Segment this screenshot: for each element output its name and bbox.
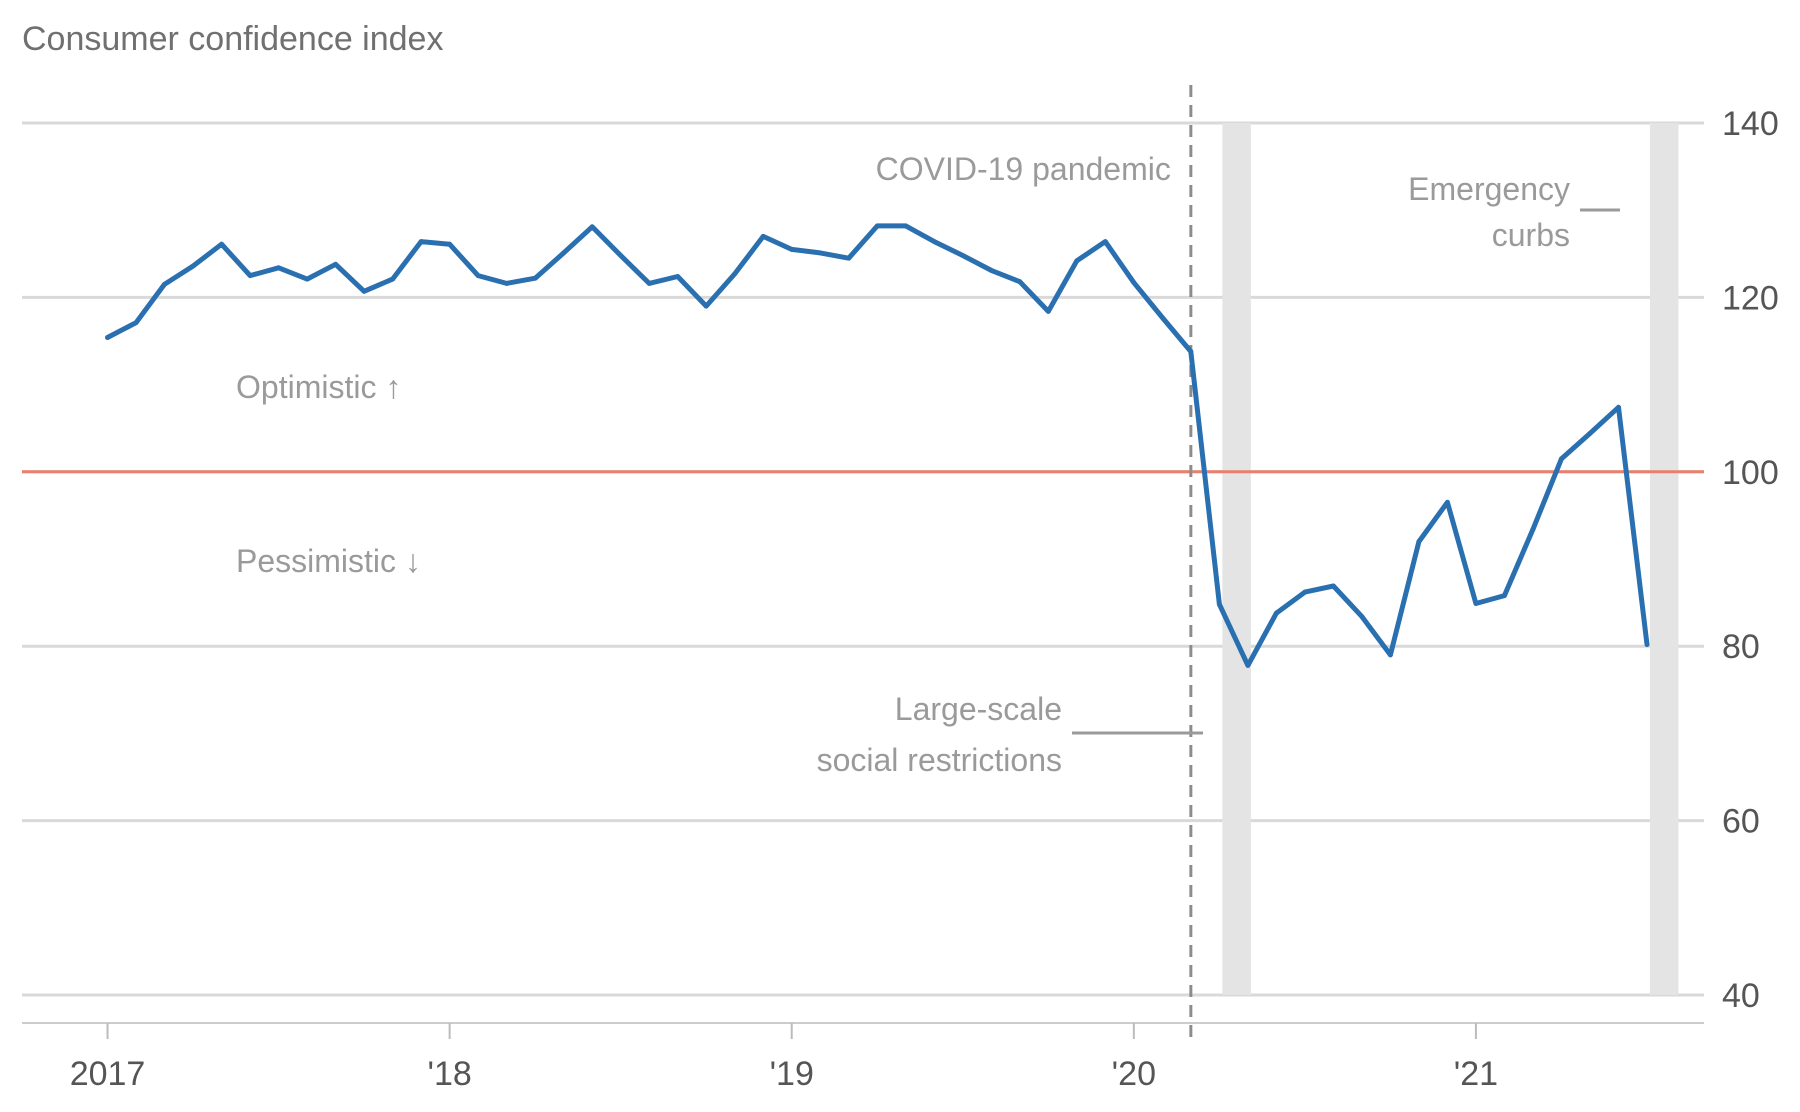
data-point — [703, 303, 709, 309]
data-point — [133, 320, 139, 326]
optimistic-label: Optimistic ↑ — [236, 369, 401, 405]
data-point — [789, 247, 795, 252]
data-point — [447, 241, 453, 247]
data-point — [1273, 610, 1279, 616]
data-point — [1587, 431, 1593, 436]
y-tick-label-60: 60 — [1722, 803, 1760, 841]
data-point — [1074, 258, 1080, 264]
data-point — [988, 267, 994, 273]
data-point — [1530, 526, 1536, 532]
data-point — [1388, 652, 1393, 658]
annotations: Optimistic ↑ Pessimistic ↓ Large-scale s… — [236, 171, 1620, 778]
data-point — [931, 239, 937, 244]
data-point — [1616, 404, 1621, 410]
data-point — [1131, 280, 1137, 285]
data-point — [846, 255, 852, 261]
data-point — [1359, 614, 1365, 619]
data-point — [960, 253, 966, 258]
data-point — [1045, 308, 1051, 314]
data-point — [390, 276, 396, 282]
data-point — [561, 250, 567, 256]
data-point — [1559, 456, 1564, 462]
data-point — [418, 239, 424, 244]
data-point — [646, 281, 652, 286]
data-point — [589, 224, 595, 230]
series-layer — [105, 223, 1650, 668]
series-line-0 — [105, 223, 1650, 668]
y-tick-label-140: 140 — [1722, 105, 1779, 143]
data-point — [504, 281, 510, 286]
data-point — [1245, 662, 1251, 668]
x-tick-label-2: '19 — [770, 1055, 814, 1093]
x-tick-label-4: '21 — [1454, 1055, 1498, 1093]
data-point — [1502, 593, 1507, 599]
data-point — [760, 233, 766, 239]
pessimistic-label: Pessimistic ↓ — [236, 543, 421, 579]
data-point — [162, 281, 167, 287]
shaded-period-1 — [1222, 123, 1251, 995]
x-tick-label-1: '18 — [427, 1055, 471, 1093]
data-point — [304, 276, 310, 282]
emergency-label-line2: curbs — [1492, 217, 1570, 253]
data-point — [817, 250, 823, 256]
data-point — [105, 335, 110, 340]
x-tick-label-0: 2017 — [70, 1055, 146, 1093]
data-point — [618, 253, 624, 258]
data-point — [903, 223, 909, 229]
y-tick-label-100: 100 — [1722, 454, 1779, 492]
data-point — [1416, 539, 1422, 544]
event-label-0: COVID-19 pandemic — [876, 151, 1171, 187]
data-point — [1017, 279, 1023, 285]
data-point — [219, 241, 224, 247]
data-point — [247, 273, 253, 278]
y-tick-label-120: 120 — [1722, 279, 1779, 317]
data-point — [190, 263, 196, 269]
y-tick-label-40: 40 — [1722, 977, 1760, 1015]
data-point — [1445, 499, 1450, 505]
data-point — [1644, 642, 1650, 647]
event-markers: COVID-19 pandemic — [876, 85, 1193, 1040]
psbb-label-line2: social restrictions — [817, 742, 1062, 778]
data-point — [361, 288, 367, 294]
data-point — [1330, 583, 1336, 589]
emergency-label-line1: Emergency — [1408, 171, 1570, 207]
data-point — [1159, 315, 1165, 320]
shaded-period-2 — [1649, 123, 1679, 995]
shaded-periods — [1222, 123, 1679, 995]
data-point — [1188, 349, 1194, 354]
x-tick-label-3: '20 — [1112, 1055, 1156, 1093]
y-tick-label-80: 80 — [1722, 628, 1760, 666]
data-point — [276, 265, 281, 271]
data-point — [475, 273, 481, 278]
data-point — [1302, 589, 1308, 595]
data-point — [874, 223, 880, 229]
data-point — [1216, 601, 1222, 607]
data-point — [1473, 601, 1479, 606]
data-point — [532, 275, 538, 281]
data-point — [675, 274, 681, 279]
psbb-label-line1: Large-scale — [895, 691, 1062, 727]
x-axis: 2017 '18 '19 '20 '21 — [22, 1022, 1704, 1093]
data-point — [732, 271, 738, 277]
chart-title: Consumer confidence index — [22, 20, 443, 58]
data-point — [333, 261, 338, 267]
data-point — [1102, 239, 1108, 244]
